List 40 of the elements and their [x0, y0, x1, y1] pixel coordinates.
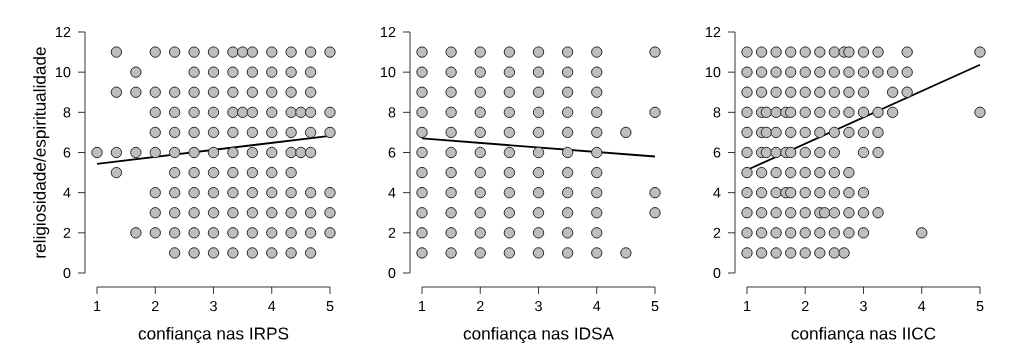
x-tick-label: 2 [151, 301, 159, 312]
y-tick-label: 0 [713, 267, 721, 279]
y-tick-label: 0 [63, 267, 71, 279]
x-tick-label: 3 [535, 301, 542, 312]
y-tick-label: 12 [706, 26, 721, 38]
y-tick-label: 8 [63, 107, 71, 118]
x-tick-label: 5 [976, 301, 984, 312]
y-axis-title: religiosidade/espiritualidade [33, 47, 50, 258]
y-tick-label: 12 [56, 26, 71, 38]
y-tick-label: 10 [706, 67, 721, 78]
y-tick-label: 4 [713, 187, 721, 198]
y-tick-label: 2 [713, 227, 721, 238]
x-tick-label: 2 [801, 301, 809, 312]
x-tick-label: 3 [210, 301, 217, 312]
y-tick-label: 0 [388, 267, 396, 279]
y-tick-label: 6 [713, 147, 721, 158]
y-tick-label: 6 [388, 147, 396, 158]
y-tick-label: 2 [388, 227, 396, 238]
y-tick-label: 4 [388, 187, 396, 198]
y-tick-label: 10 [381, 67, 396, 78]
x-tick-label: 5 [651, 301, 659, 312]
x-tick-label: 1 [419, 301, 426, 311]
y-tick-label: 6 [63, 147, 71, 158]
x-tick-label: 3 [860, 301, 867, 312]
y-tick-label: 2 [63, 227, 71, 238]
y-tick-label: 10 [56, 67, 71, 78]
y-tick-label: 4 [63, 187, 71, 198]
x-axis-title: confiança nas IRPS [138, 326, 289, 344]
y-tick-label: 8 [388, 107, 396, 118]
x-tick-label: 1 [94, 301, 101, 311]
x-tick-label: 5 [326, 301, 334, 312]
x-tick-label: 2 [476, 301, 484, 312]
x-tick-label: 4 [268, 301, 276, 311]
y-tick-label: 8 [713, 107, 721, 118]
x-tick-label: 4 [918, 301, 926, 311]
x-tick-label: 4 [593, 301, 601, 311]
x-axis-title: confiança nas IICC [791, 326, 936, 344]
x-axis-title: confiança nas IDSA [463, 326, 614, 344]
x-tick-label: 1 [744, 301, 751, 311]
y-tick-label: 12 [381, 26, 396, 38]
